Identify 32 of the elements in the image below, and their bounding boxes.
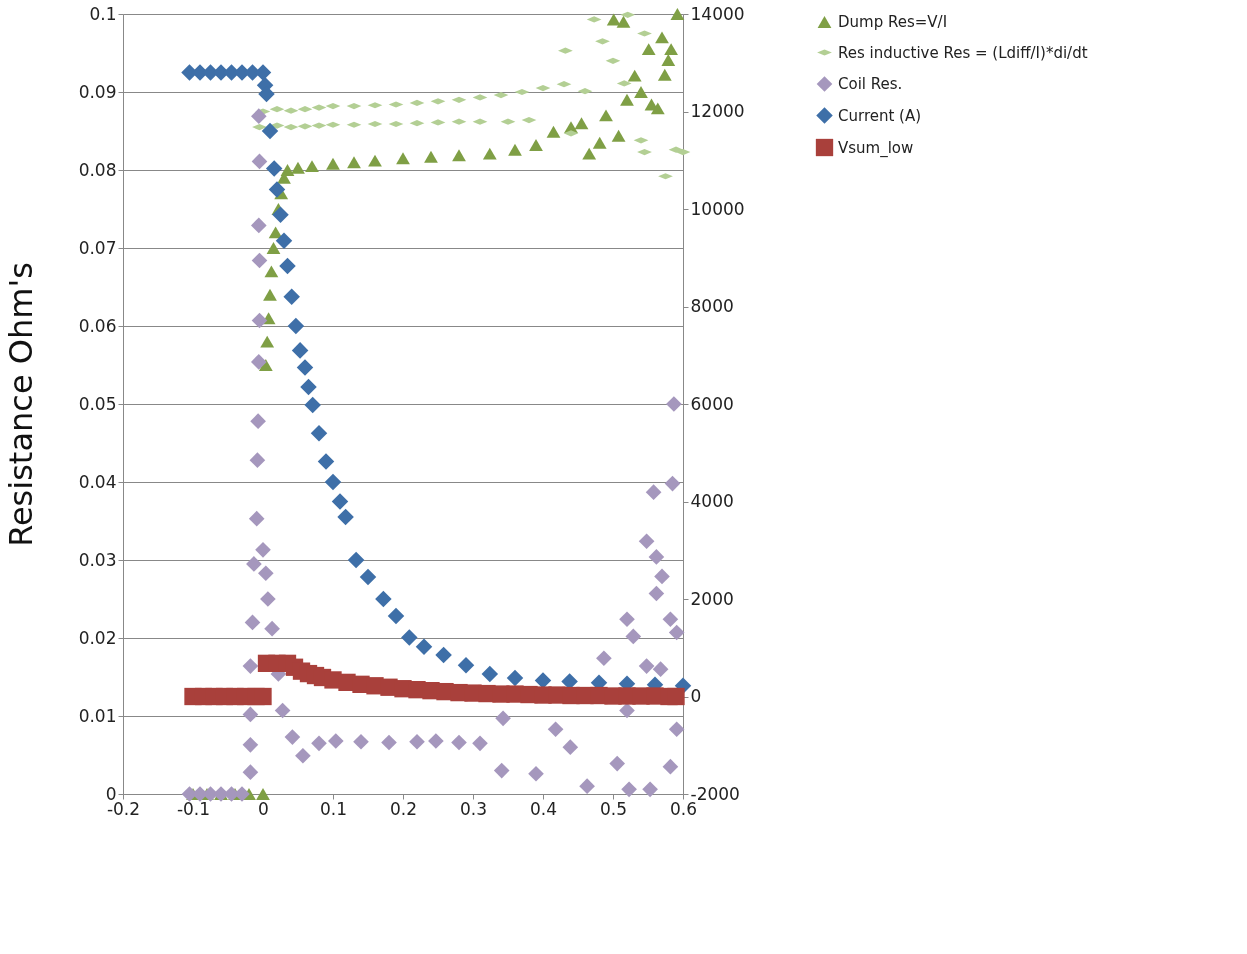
- legend-label: Current (A): [838, 106, 922, 125]
- y2-tick-label: 6000: [690, 393, 734, 414]
- x-tick-label: 0.2: [389, 798, 418, 819]
- x-tick-label: 0.5: [599, 798, 628, 819]
- y-tick-label: 0.04: [78, 471, 117, 492]
- y-tick-label: 0.07: [78, 237, 117, 258]
- y2-tick-label: 12000: [690, 101, 745, 121]
- y2-tick-label: 0: [690, 686, 702, 706]
- y-tick-label: 0.03: [78, 549, 117, 570]
- y-tick-label: 0.02: [78, 627, 117, 648]
- y-tick-label: 0.08: [78, 159, 117, 180]
- x-tick-label: 0.1: [319, 798, 348, 819]
- y-tick-label: 0.01: [78, 705, 117, 726]
- y2-tick-label: 10000: [690, 198, 745, 219]
- x-tick-label: 0: [258, 798, 269, 819]
- y-tick-label: 0.05: [78, 393, 117, 414]
- x-tick-label: -0.1: [176, 798, 211, 819]
- y2-tick-label: 2000: [690, 588, 734, 609]
- x-tick-label: 0.4: [529, 798, 558, 819]
- legend-label: Coil Res.: [838, 75, 903, 93]
- y-axis-title: Resistance Ohm's: [1, 262, 40, 547]
- legend-label: Res inductive Res = (Ldiff/I)*di/dt: [838, 43, 1088, 62]
- legend-label: Dump Res=V/I: [838, 13, 948, 31]
- legend-label: Vsum_low: [838, 138, 914, 158]
- y-tick-label: 0.06: [78, 315, 117, 336]
- y2-tick-label: 4000: [690, 491, 734, 511]
- x-tick-label: 0.3: [459, 798, 488, 819]
- y2-tick-label: 8000: [690, 296, 734, 316]
- y2-tick-label: 14000: [690, 3, 745, 24]
- y-tick-label: 0.1: [89, 3, 117, 24]
- y-tick-label: 0.09: [78, 81, 117, 102]
- x-tick-label: 0.6: [669, 798, 698, 819]
